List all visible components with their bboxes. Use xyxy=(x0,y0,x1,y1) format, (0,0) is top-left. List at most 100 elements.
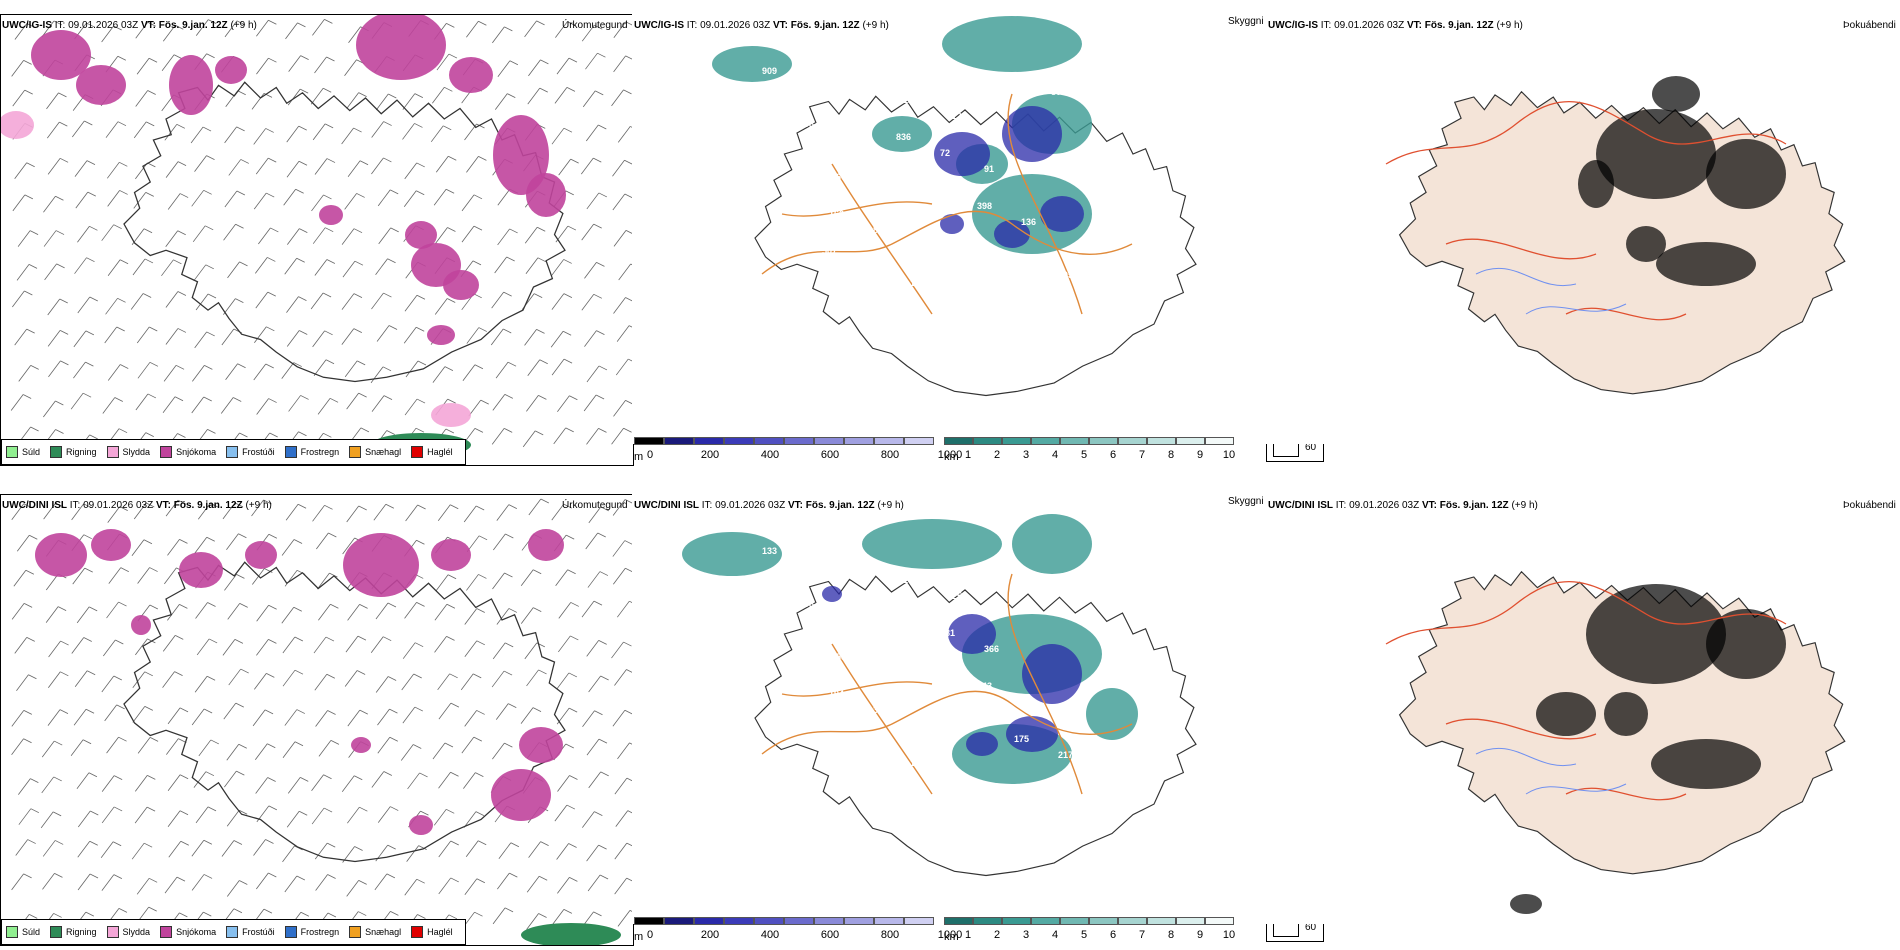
wind-barb-flag xyxy=(146,806,156,812)
wind-barb-flag xyxy=(566,87,576,92)
wind-barb-flag xyxy=(26,328,35,334)
wind-barb-flag xyxy=(86,22,95,28)
wind-barb xyxy=(131,842,153,860)
wind-barb xyxy=(137,361,159,379)
cloud-base-area xyxy=(1040,196,1084,232)
wind-barb xyxy=(228,159,249,176)
wind-barb-shaft xyxy=(524,642,538,660)
wind-barb-shaft xyxy=(134,806,148,824)
wind-barb-flag xyxy=(595,394,605,400)
wind-barb-shaft xyxy=(258,227,271,245)
wind-barb xyxy=(520,569,542,586)
wind-barb-flag xyxy=(505,642,514,648)
wind-barb-shaft xyxy=(136,878,150,895)
wind-barb xyxy=(162,396,184,414)
wind-barb xyxy=(134,806,156,824)
legend-label: Rigning xyxy=(66,447,97,457)
wind-barb xyxy=(100,841,122,858)
wind-barb xyxy=(585,532,606,550)
wind-barb-shaft xyxy=(100,841,114,858)
wind-barb-shaft xyxy=(48,671,61,689)
colorbar-segment xyxy=(754,917,784,925)
wind-barb xyxy=(556,843,577,860)
wind-barb-flag xyxy=(473,225,483,231)
wind-barb-shaft xyxy=(10,394,24,411)
colorbar-segment xyxy=(1060,437,1089,445)
wind-barb-flag xyxy=(29,230,39,235)
wind-barb xyxy=(283,188,304,206)
wind-barb xyxy=(520,607,542,624)
map-header: UWC/IG-IS IT: 09.01.2026 03Z VT: Fös. 9.… xyxy=(2,20,257,31)
wind-barb-shaft xyxy=(580,157,594,175)
wind-barb xyxy=(341,127,362,145)
wind-barb xyxy=(15,839,36,856)
wind-barb xyxy=(107,190,128,207)
wind-barb-shaft xyxy=(108,567,122,584)
wind-barb-shaft xyxy=(377,737,391,754)
wind-barb xyxy=(558,635,579,653)
visibility-value-label: 131 xyxy=(903,575,918,585)
wind-barb-flag xyxy=(53,776,62,782)
snow-area xyxy=(427,325,455,345)
wind-barb-flag xyxy=(295,188,304,194)
wind-barb-shaft xyxy=(611,428,624,445)
wind-barb-shaft xyxy=(438,771,451,789)
visibility-value-label: 508 xyxy=(799,119,814,129)
wind-barb xyxy=(403,326,425,344)
wind-barb xyxy=(107,259,129,276)
wind-barb xyxy=(195,602,216,619)
wind-barb-flag xyxy=(324,504,333,510)
wind-barb xyxy=(463,772,484,789)
wind-barb-flag xyxy=(420,810,429,816)
wind-barb-shaft xyxy=(318,603,331,621)
visibility-value-label: 181 xyxy=(940,628,955,638)
wind-barb-flag xyxy=(238,743,247,749)
wind-barb-shaft xyxy=(402,706,416,724)
wind-barb xyxy=(254,743,276,760)
wind-barb-flag xyxy=(267,291,276,297)
wind-barb xyxy=(584,330,605,347)
wind-barb-shaft xyxy=(312,227,326,244)
wind-barb-flag xyxy=(263,92,273,98)
wind-barb-shaft xyxy=(432,366,446,383)
wind-barb xyxy=(617,126,633,143)
wind-barb-flag xyxy=(268,19,277,25)
colorbar-tick: 600 xyxy=(820,449,840,461)
panel-title: Þokuábendi xyxy=(1843,500,1896,511)
wind-barb-flag xyxy=(563,293,573,298)
wind-barb-flag xyxy=(146,121,155,127)
legend-item: Haglél xyxy=(411,446,453,458)
wind-barb-shaft xyxy=(347,160,361,178)
wind-barb-flag xyxy=(598,640,607,645)
wind-barb-flag xyxy=(594,811,603,816)
colorbar-segment xyxy=(844,917,874,925)
wind-barb-shaft xyxy=(462,364,476,382)
wind-barb-shaft xyxy=(76,772,90,789)
wind-barb-flag xyxy=(239,809,248,815)
fog-area xyxy=(1706,609,1786,679)
wind-barb-shaft xyxy=(587,874,601,892)
wind-barb xyxy=(191,874,213,891)
wind-barb xyxy=(378,227,399,245)
wind-barb-flag xyxy=(23,738,32,744)
wind-barb-shaft xyxy=(314,674,328,691)
wind-barb-shaft xyxy=(286,161,300,178)
wind-barb xyxy=(314,259,336,276)
wind-barb xyxy=(286,296,307,313)
wind-barb-flag xyxy=(114,397,123,402)
wind-barb-flag xyxy=(86,670,96,676)
wind-barb xyxy=(190,126,212,144)
wind-barb-flag xyxy=(476,123,485,129)
wind-barb-flag xyxy=(324,330,333,336)
wind-barb-flag xyxy=(504,742,513,748)
wind-barb-shaft xyxy=(582,811,595,828)
wind-barb-flag xyxy=(85,708,95,714)
wind-barb xyxy=(612,193,633,211)
wind-barb-flag xyxy=(205,225,214,231)
wind-barb-flag xyxy=(353,127,362,133)
legend-label: Frostregn xyxy=(300,927,340,937)
wind-barb xyxy=(194,675,216,693)
wind-barb xyxy=(282,636,304,654)
wind-barb-flag xyxy=(29,913,38,919)
wind-barb-shaft xyxy=(254,673,267,690)
